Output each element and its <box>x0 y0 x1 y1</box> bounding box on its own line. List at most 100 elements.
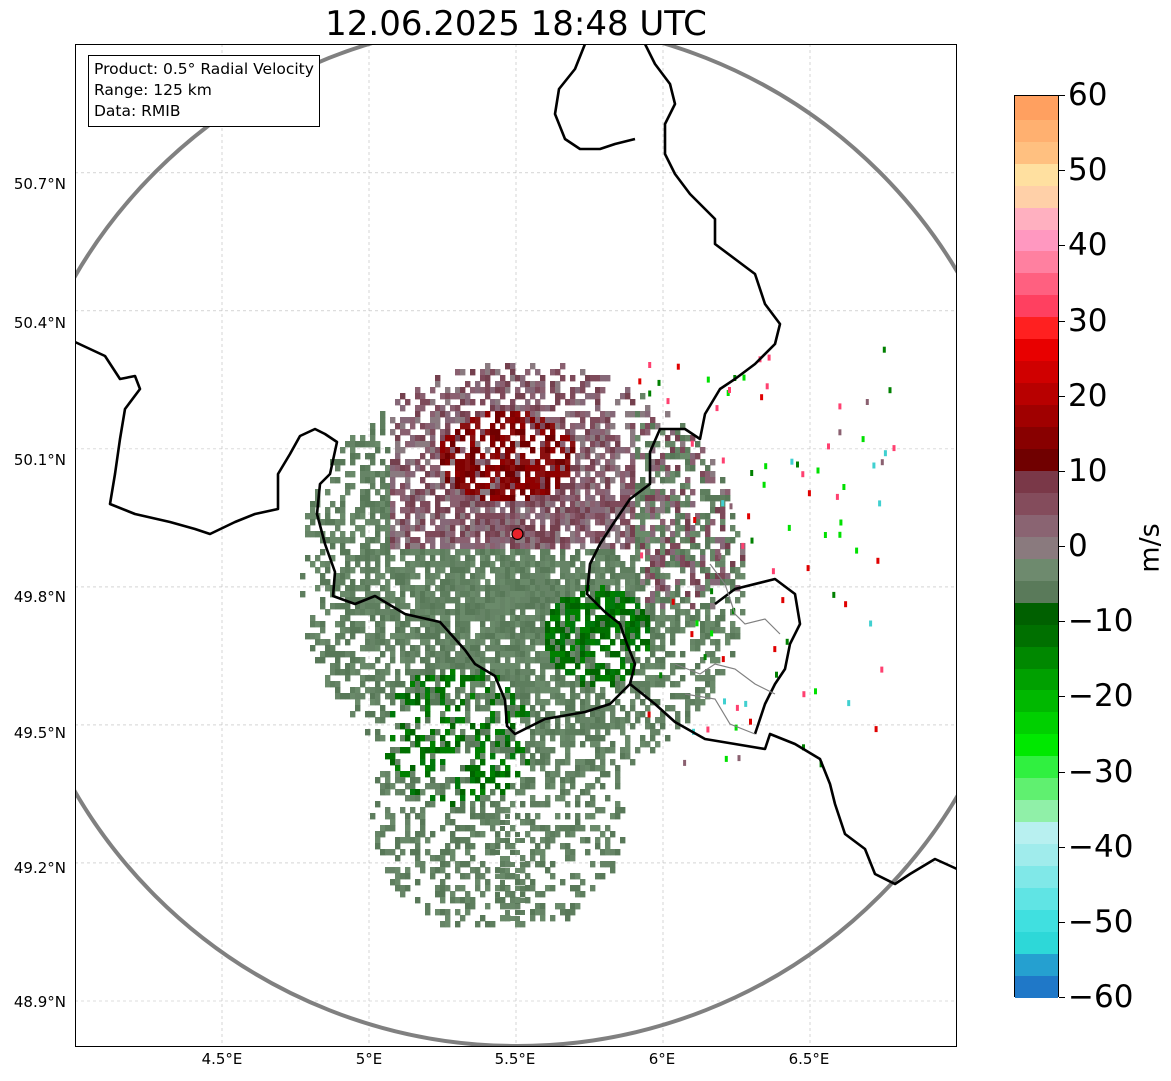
colorbar-segment <box>1015 271 1058 296</box>
colorbar-tick-mark <box>1059 846 1065 848</box>
colorbar-segment <box>1015 139 1058 164</box>
colorbar-tick-label: −40 <box>1068 828 1134 865</box>
colorbar-segment <box>1015 864 1058 889</box>
map-canvas[interactable] <box>75 44 957 1047</box>
colorbar <box>1014 95 1059 998</box>
colorbar-segment <box>1015 622 1058 647</box>
country-borders <box>75 44 957 886</box>
province-line <box>684 693 756 735</box>
border-line <box>553 44 636 151</box>
y-tick-label: 50.7°N <box>13 175 66 193</box>
colorbar-segment <box>1015 754 1058 779</box>
colorbar-segment <box>1015 535 1058 559</box>
colorbar-tick-label: −50 <box>1068 903 1134 940</box>
colorbar-segment <box>1015 403 1058 428</box>
y-tick-label: 50.1°N <box>13 451 66 469</box>
colorbar-segment <box>1015 820 1058 845</box>
colorbar-segment <box>1015 249 1058 274</box>
colorbar-segment <box>1015 381 1058 406</box>
colorbar-segment <box>1015 117 1058 142</box>
colorbar-segment <box>1015 447 1058 471</box>
colorbar-segment <box>1015 930 1058 954</box>
colorbar-segment <box>1015 161 1058 186</box>
y-tick-label: 48.9°N <box>13 993 66 1011</box>
colorbar-segment <box>1015 578 1058 603</box>
colorbar-segment <box>1015 776 1058 801</box>
colorbar-segment <box>1015 96 1058 120</box>
colorbar-tick-label: 10 <box>1068 452 1108 489</box>
colorbar-tick-mark <box>1059 621 1065 623</box>
colorbar-tick-mark <box>1059 696 1065 698</box>
colorbar-segment <box>1015 600 1058 625</box>
x-tick-label: 5.5°E <box>494 1050 536 1068</box>
colorbar-segment <box>1015 469 1058 493</box>
colorbar-tick-label: 20 <box>1068 377 1108 414</box>
x-tick-label: 4.5°E <box>201 1050 243 1068</box>
colorbar-tick-mark <box>1059 395 1065 397</box>
colorbar-segment <box>1015 974 1058 998</box>
colorbar-tick-label: 40 <box>1068 227 1108 264</box>
colorbar-segment <box>1015 359 1058 384</box>
info-product: Product: 0.5° Radial Velocity <box>94 60 314 78</box>
range-ring <box>75 44 957 1047</box>
colorbar-tick-mark <box>1059 320 1065 322</box>
colorbar-tick-mark <box>1059 997 1065 998</box>
colorbar-segment <box>1015 710 1058 735</box>
colorbar-tick-label: 60 <box>1068 77 1108 113</box>
colorbar-tick-mark <box>1059 921 1065 923</box>
colorbar-tick-label: 0 <box>1068 528 1088 564</box>
colorbar-segment <box>1015 732 1058 757</box>
colorbar-tick-label: 30 <box>1068 302 1108 339</box>
colorbar-tick-mark <box>1059 771 1065 773</box>
colorbar-segment <box>1015 556 1058 581</box>
map-panel[interactable] <box>75 44 957 1047</box>
colorbar-segment <box>1015 908 1058 932</box>
colorbar-segment <box>1015 183 1058 208</box>
colorbar-segment <box>1015 491 1058 515</box>
colorbar-segment <box>1015 337 1058 362</box>
border-line <box>629 682 957 886</box>
info-box: Product: 0.5° Radial Velocity Range: 125… <box>88 55 320 127</box>
colorbar-segment <box>1015 952 1058 976</box>
colorbar-tick-label: 50 <box>1068 152 1108 189</box>
border-line <box>75 44 782 736</box>
colorbar-tick-mark <box>1059 546 1065 547</box>
info-range: Range: 125 km <box>94 81 212 99</box>
colorbar-tick-mark <box>1059 470 1065 472</box>
province-borders <box>674 563 781 735</box>
colorbar-segment <box>1015 315 1058 340</box>
y-tick-label: 49.8°N <box>13 588 66 606</box>
colorbar-segment <box>1015 666 1058 691</box>
colorbar-segment <box>1015 425 1058 450</box>
colorbar-segment <box>1015 842 1058 867</box>
colorbar-tick-label: −10 <box>1068 603 1134 640</box>
colorbar-segment <box>1015 205 1058 230</box>
y-tick-label: 49.2°N <box>13 859 66 877</box>
colorbar-label: m/s <box>1134 523 1166 573</box>
colorbar-segment <box>1015 227 1058 252</box>
colorbar-segment <box>1015 886 1058 910</box>
colorbar-segment <box>1015 798 1058 823</box>
x-tick-label: 6°E <box>648 1050 676 1068</box>
y-tick-label: 49.5°N <box>13 724 66 742</box>
map-title: 12.06.2025 18:48 UTC <box>325 4 707 44</box>
colorbar-tick-mark <box>1059 170 1065 172</box>
border-line <box>714 577 802 735</box>
colorbar-tick-label: −60 <box>1068 979 1134 1015</box>
radar-site-marker[interactable] <box>511 527 524 541</box>
info-data: Data: RMIB <box>94 102 181 120</box>
radar-echoes <box>300 346 896 928</box>
colorbar-segment <box>1015 644 1058 669</box>
colorbar-segment <box>1015 293 1058 318</box>
y-tick-label: 50.4°N <box>13 314 66 332</box>
colorbar-segment <box>1015 513 1058 537</box>
province-line <box>709 563 781 635</box>
map-frame <box>75 44 957 1047</box>
colorbar-tick-mark <box>1059 95 1065 96</box>
x-tick-label: 5°E <box>355 1050 383 1068</box>
colorbar-segment <box>1015 688 1058 713</box>
province-line <box>674 663 776 695</box>
colorbar-tick-mark <box>1059 245 1065 247</box>
x-tick-label: 6.5°E <box>788 1050 830 1068</box>
colorbar-tick-label: −30 <box>1068 753 1134 790</box>
